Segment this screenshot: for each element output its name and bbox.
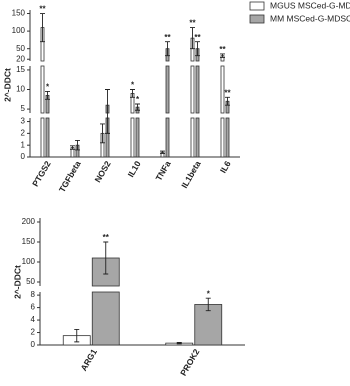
bar xyxy=(225,117,230,158)
y-tick-label: 4 xyxy=(31,315,36,324)
x-tick-label: PTGS2 xyxy=(30,159,53,188)
y-tick-label: 3 xyxy=(21,117,26,126)
error-bar xyxy=(130,89,135,98)
error-bar xyxy=(176,342,182,345)
legend-label: MM MSCed-G-MDSC xyxy=(270,13,350,23)
bar xyxy=(135,117,140,158)
significance: * xyxy=(136,95,140,104)
bar xyxy=(190,117,195,158)
y-tick-label: 2 xyxy=(31,328,36,337)
y-tick-label: 200 xyxy=(22,217,36,226)
error-bar xyxy=(103,241,109,275)
y-tick-label: 6 xyxy=(31,303,36,312)
y-tick-label: 2 xyxy=(21,128,26,137)
x-tick-label: ARG1 xyxy=(78,347,99,373)
y-tick-label: 50 xyxy=(16,44,25,53)
bar xyxy=(220,65,225,114)
significance: ** xyxy=(224,88,231,97)
error-bar xyxy=(74,328,80,343)
error-bar xyxy=(70,145,75,150)
bar xyxy=(195,65,200,114)
bar xyxy=(91,291,120,346)
significance: ** xyxy=(194,33,201,42)
error-bar xyxy=(45,91,50,100)
y-tick-label: 150 xyxy=(22,237,36,246)
y-tick-label: 10 xyxy=(16,85,25,94)
y-tick-label: 0 xyxy=(31,340,36,349)
bar xyxy=(220,117,225,158)
bar xyxy=(130,117,135,158)
y-tick-label: 5 xyxy=(21,104,26,113)
significance: ** xyxy=(219,45,226,54)
y-tick-label: 50 xyxy=(26,277,35,286)
error-bar xyxy=(40,13,45,43)
y-tick-label: 150 xyxy=(12,9,26,18)
y-axis-label: 2^-DDCt xyxy=(12,265,22,299)
error-bar xyxy=(205,297,211,312)
x-tick-label: TNFa xyxy=(153,159,172,183)
y-tick-label: 8 xyxy=(31,290,36,299)
x-tick-label: IL1beta xyxy=(179,159,203,190)
error-bar xyxy=(105,89,110,134)
error-bar xyxy=(75,140,80,151)
error-bar xyxy=(195,41,200,57)
y-axis-label: 2^-DDCt xyxy=(2,68,12,102)
significance: * xyxy=(131,81,135,90)
x-tick-label: NOS2 xyxy=(92,159,112,184)
y-tick-label: 15 xyxy=(16,65,25,74)
significance: * xyxy=(207,289,211,298)
significance: ** xyxy=(103,233,110,242)
y-tick-label: 0 xyxy=(21,152,26,161)
bar xyxy=(194,304,223,346)
error-bar xyxy=(160,150,165,154)
y-tick-label: 1 xyxy=(21,140,26,149)
error-bar xyxy=(225,96,230,106)
x-tick-label: PROK2 xyxy=(178,347,201,378)
significance: ** xyxy=(164,33,171,42)
bar xyxy=(190,65,195,114)
y-tick-label: 100 xyxy=(12,26,26,35)
error-bar xyxy=(165,41,170,57)
bar xyxy=(195,117,200,158)
error-bar xyxy=(100,123,105,144)
y-tick-label: 100 xyxy=(22,257,36,266)
significance: ** xyxy=(39,5,46,14)
bar xyxy=(40,65,45,114)
bar xyxy=(165,117,170,158)
legend-swatch xyxy=(249,1,265,11)
x-tick-label: IL10 xyxy=(126,159,143,179)
bar xyxy=(40,117,45,158)
significance: * xyxy=(46,83,50,92)
x-tick-label: TGFbeta xyxy=(57,159,83,194)
bar xyxy=(45,117,50,158)
error-bar xyxy=(135,103,140,111)
significance: ** xyxy=(189,19,196,28)
y-tick-label: 20 xyxy=(16,54,25,63)
error-bar xyxy=(190,27,195,50)
legend-label: MGUS MSCed-G-MDSC xyxy=(270,0,350,10)
bar xyxy=(165,65,170,114)
error-bar xyxy=(220,53,225,58)
x-tick-label: IL6 xyxy=(218,159,233,175)
legend-swatch xyxy=(249,14,265,24)
